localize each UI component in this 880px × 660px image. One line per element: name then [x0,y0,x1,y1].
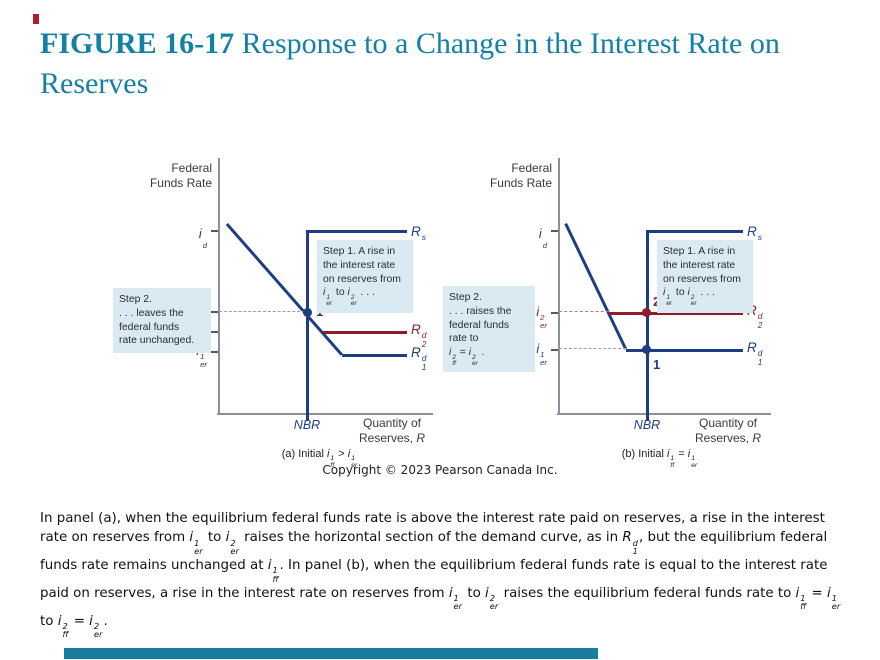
panel-b-tick-upper [551,312,558,314]
panel-a-x-axis [217,413,433,415]
panel-a-tick-ier1 [211,351,218,353]
panel-b-supply-curve-vertical [645,231,649,420]
panel-a-tick-ier2 [211,331,218,333]
panel-a-caption: (a) Initial i 1 ff > i 1 er [281,448,358,470]
panel-b-nbr-label: NBR [633,418,661,432]
panel-b-tick-id [551,230,558,232]
panel-b-supply-curve-horizontal [645,230,743,233]
panel-b-x-axis [557,413,771,415]
figure-title-text: Response to a Change in the Interest Rat… [40,27,780,100]
footer-bar [64,648,598,659]
panel-a-tick-id [211,230,218,232]
panel-a-tick-iff1 [211,311,218,313]
panel-b-demand-curve-slope [564,223,628,350]
panel-a-dashed-iff1 [219,311,305,312]
panel-a-demand2-line [323,330,407,334]
panel-a-demand-curve-flat [342,353,407,357]
figure-description: In panel (a), when the equilibrium feder… [40,511,841,640]
title-accent-mark [33,14,39,24]
panel-a-supply-curve-horizontal [305,230,407,233]
panel-b-dashed-upper [559,311,609,312]
panel-b-x-axis-title: Quantity of Reserves, R [694,416,762,445]
panel-a-y-axis-title: Federal Funds Rate [149,161,212,190]
panel-a-point-1-marker [303,308,312,317]
copyright-notice: Copyright © 2023 Pearson Canada Inc. [322,463,558,477]
panel-b-point-1-marker [642,345,651,354]
panel-a-step1-callout: Step 1. A rise in the interest rate on res… [317,240,413,313]
panel-a-supply-curve-vertical [305,231,309,420]
panel-b-dashed-lower [559,348,626,349]
panel-a-nbr-label: NBR [293,418,321,432]
panel-b-demand-curve-flat [626,348,743,352]
panel-a-y-axis [218,158,220,414]
panel-b-y-axis [558,158,560,414]
panel-b-step2-callout: Step 2.. . . raises the federal funds rate… [443,286,535,373]
panel-b-point-1-label: 1 [653,357,661,372]
panel-a-step2-callout: Step 2.. . . leaves the federal funds rate… [113,288,211,354]
panel-b-demand2-line [609,311,743,315]
panel-b-point-2-marker [642,308,651,317]
figure-number: FIGURE 16-17 [40,27,235,60]
figure-title: FIGURE 16-17 Response to a Change in the… [40,24,785,104]
panel-b-step1-callout: Step 1. A rise in the interest rate on res… [657,240,753,313]
panel-b-caption: (b) Initial i 1 ff = i 1 er [621,448,698,470]
panel-b-y-axis-title: Federal Funds Rate [489,161,552,190]
panel-b-point-2-label: 2 [653,294,660,309]
panel-a-x-axis-title: Quantity of Reserves, R [358,416,426,445]
panel-b-tick-lower [551,349,558,351]
